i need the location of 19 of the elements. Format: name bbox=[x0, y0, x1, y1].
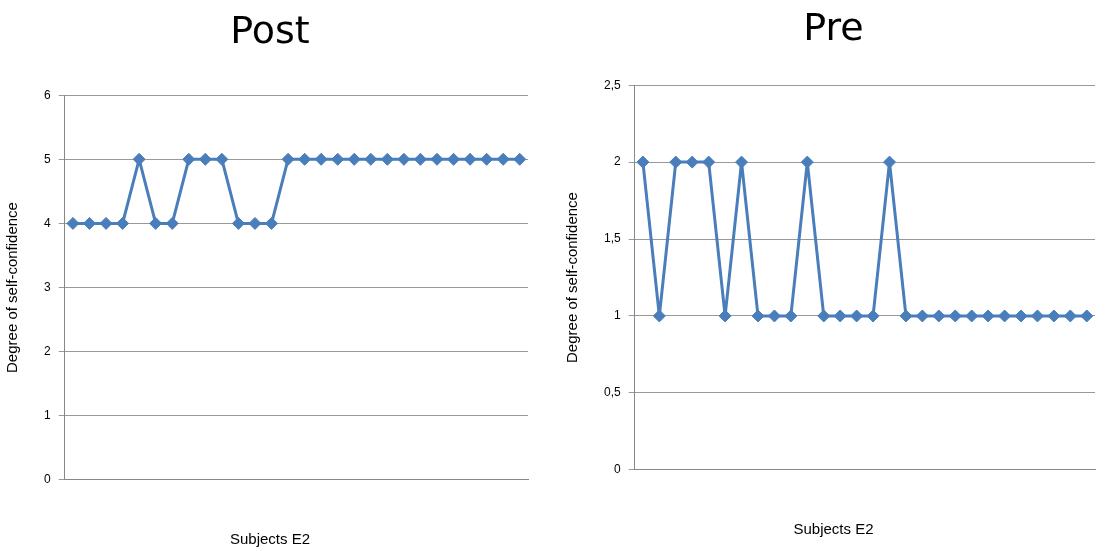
y-axis-title: Degree of self-confidence bbox=[563, 192, 581, 363]
y-tick-label: 2 bbox=[613, 154, 621, 169]
chart-title: Post bbox=[229, 8, 311, 52]
x-axis-title: Subjects E2 bbox=[228, 530, 311, 547]
chart-title: Pre bbox=[802, 5, 865, 49]
y-tick-label: 4 bbox=[43, 215, 51, 230]
y-tick-label: 1,5 bbox=[603, 231, 621, 246]
y-axis-title: Degree of self-confidence bbox=[3, 202, 21, 373]
y-tick-label: 0 bbox=[43, 472, 51, 487]
y-tick-label: 2,5 bbox=[603, 77, 621, 92]
y-tick-label: 0,5 bbox=[603, 385, 621, 400]
x-axis-title: Subjects E2 bbox=[792, 520, 875, 537]
y-tick-label: 0 bbox=[613, 462, 621, 477]
y-tick-label: 1 bbox=[613, 308, 621, 323]
y-tick-label: 3 bbox=[43, 279, 51, 294]
y-tick-label: 1 bbox=[43, 408, 51, 423]
y-tick-label: 2 bbox=[43, 343, 51, 358]
y-tick-label: 5 bbox=[43, 151, 51, 166]
y-tick-label: 6 bbox=[43, 87, 51, 102]
